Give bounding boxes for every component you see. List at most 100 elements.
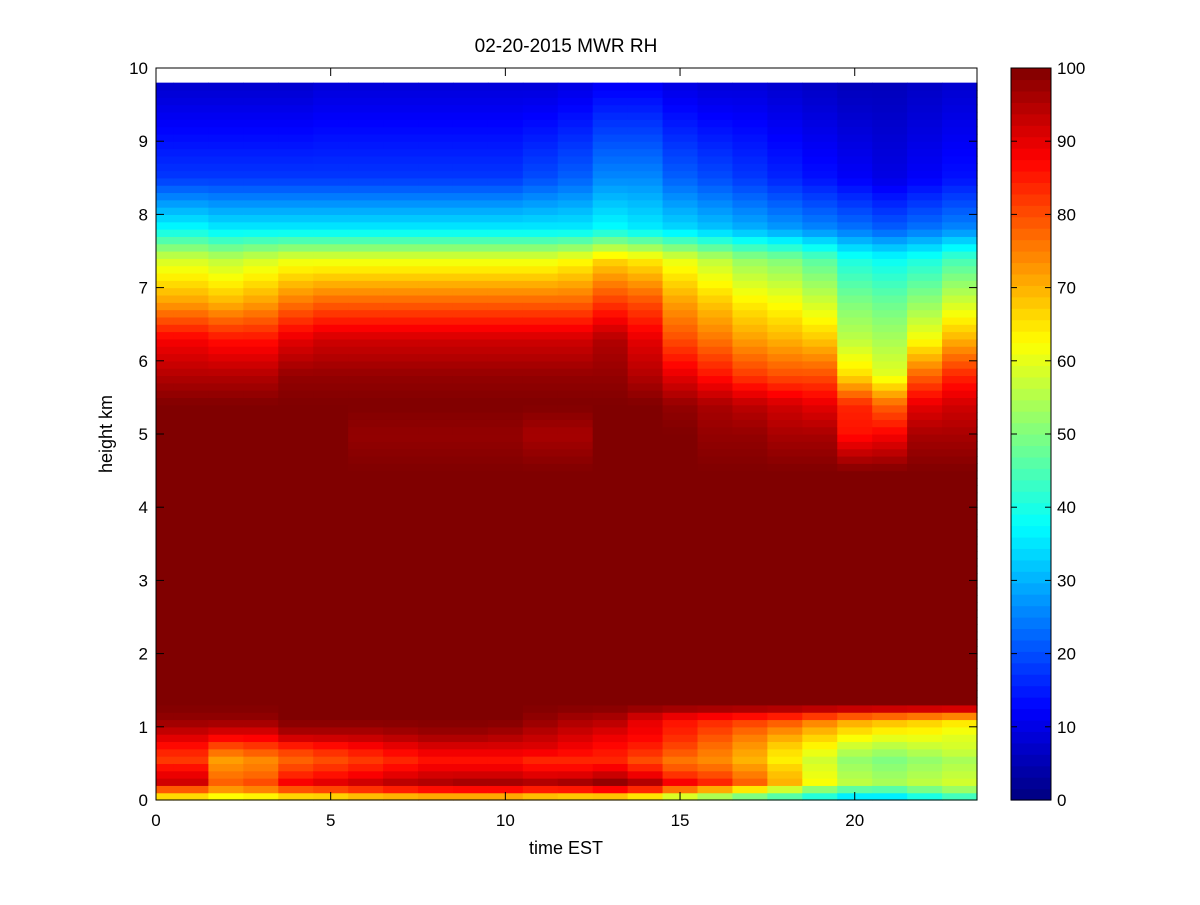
heatmap-cell [837,653,873,662]
heatmap-cell [348,507,384,516]
heatmap-cell [452,624,489,633]
heatmap-cell [348,163,384,172]
heatmap-cell [452,390,489,398]
heatmap-cell [156,375,175,384]
colorbar-step [1011,479,1051,492]
heatmap-cell [173,756,210,764]
heatmap-cell [208,668,244,677]
heatmap-cell [592,668,629,677]
heatmap-cell [662,536,699,545]
heatmap-cell [278,221,314,230]
heatmap-cell [156,580,175,589]
heatmap-cell [732,316,768,325]
heatmap-cell [802,712,838,721]
heatmap-cell [313,155,349,164]
heatmap-cell [592,536,629,545]
heatmap-cell [156,638,175,647]
heatmap-cell [452,558,489,567]
heatmap-cell [487,638,524,647]
heatmap-cell [942,375,978,384]
heatmap-cell [418,192,454,201]
heatmap-cell [627,316,664,325]
heatmap-cell [732,390,768,398]
heatmap-cell [243,104,279,113]
heatmap-cell [522,617,559,625]
heatmap-cell [592,287,629,296]
heatmap-cell [732,309,768,318]
heatmap-cell [418,426,454,435]
heatmap-cell [802,624,838,633]
heatmap-cell [732,82,768,91]
heatmap-cell [418,514,454,523]
heatmap-cell [418,587,454,596]
heatmap-cell [278,514,314,523]
heatmap-cell [837,287,873,296]
heatmap-cell [418,441,454,450]
heatmap-cell [942,682,978,691]
heatmap-cell [557,580,594,589]
heatmap-cell [872,587,908,596]
heatmap-cell [697,324,734,333]
heatmap-cell [942,170,978,179]
heatmap-cell [173,455,210,464]
heatmap-cell [313,638,349,647]
heatmap-cell [487,119,524,128]
colorbar-step [1011,113,1051,126]
heatmap-cell [662,551,699,560]
heatmap-cell [278,236,314,245]
heatmap-cell [697,565,734,574]
heatmap-cell [487,609,524,618]
heatmap-cell [522,763,559,772]
heatmap-cell [837,258,873,267]
heatmap-cell [592,763,629,772]
heatmap-cell [208,170,244,179]
heatmap-cell [173,104,210,113]
heatmap-cell [452,778,489,786]
heatmap-cell [452,434,489,442]
heatmap-cell [662,675,699,684]
heatmap-cell [732,236,768,245]
heatmap-cell [837,331,873,340]
heatmap-cell [837,280,873,289]
heatmap-cell [697,148,734,157]
heatmap-cell [243,682,279,691]
heatmap-cell [907,280,943,289]
heatmap-cell [418,470,454,479]
x-tick-label: 20 [845,811,864,830]
heatmap-cell [697,229,734,237]
heatmap-cell [942,580,978,589]
heatmap-cell [627,543,664,552]
heatmap-cell [907,316,943,325]
heatmap-cell [592,302,629,311]
colorbar-step [1011,228,1051,241]
heatmap-cell [243,89,279,98]
heatmap-cell [452,353,489,362]
heatmap-cell [487,309,524,318]
heatmap-cell [592,119,629,128]
heatmap-cell [208,543,244,552]
heatmap-cell [313,514,349,523]
heatmap-cell [907,470,943,479]
heatmap-cell [732,660,768,669]
heatmap-cell [697,573,734,581]
heatmap-cell [697,89,734,98]
heatmap-cell [697,719,734,728]
colorbar-step [1011,777,1051,790]
heatmap-cell [243,265,279,274]
heatmap-cell [837,265,873,274]
heatmap-cell [173,543,210,552]
heatmap-cell [907,404,943,413]
heatmap-cell [313,82,349,91]
heatmap-cell [732,280,768,289]
heatmap-cell [418,353,454,362]
heatmap-cell [732,529,768,538]
heatmap-cell [383,309,419,318]
heatmap-cell [243,565,279,574]
heatmap-cell [313,382,349,391]
heatmap-cell [942,602,978,611]
heatmap-cell [156,316,175,325]
heatmap-cell [732,412,768,420]
heatmap-cell [697,382,734,391]
heatmap-cell [837,631,873,640]
heatmap-cell [173,82,210,91]
